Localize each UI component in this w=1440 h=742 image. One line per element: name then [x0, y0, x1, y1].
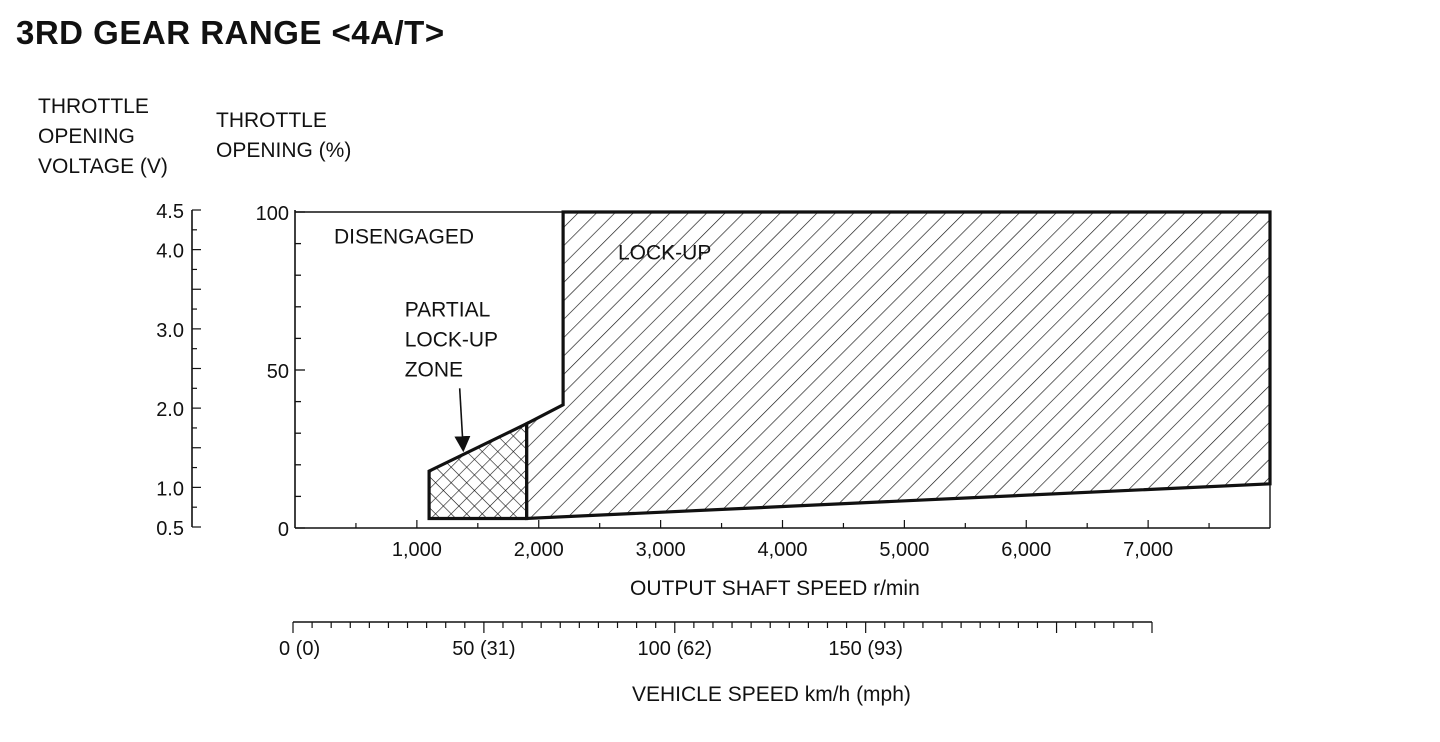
chart-title: 3RD GEAR RANGE <4A/T>	[16, 14, 445, 51]
annotation-lock-up: LOCK-UP	[618, 241, 711, 264]
x-tick-label: 6,000	[1001, 539, 1051, 561]
annotation-arrow	[454, 388, 471, 453]
annotation-partial-lock-up-zone-line: PARTIAL	[405, 298, 491, 321]
x-axis-title: OUTPUT SHAFT SPEED r/min	[630, 577, 920, 600]
voltage-tick-label: 4.0	[156, 241, 184, 263]
vehicle-speed-tick-label: 0 (0)	[279, 638, 320, 660]
x-tick-label: 4,000	[757, 539, 807, 561]
annotation-lock-up-line: LOCK-UP	[618, 241, 711, 264]
annotation-partial-lock-up-zone-line: ZONE	[405, 358, 463, 381]
voltage-tick-label: 1.0	[156, 478, 184, 500]
vehicle-speed-axis: 0 (0) 50 (31) 100 (62) 150 (93)	[279, 621, 1153, 660]
voltage-axis-title-line-3: VOLTAGE (V)	[38, 155, 168, 178]
annotation-partial-lock-up-zone: PARTIAL LOCK-UP ZONE	[405, 298, 498, 453]
voltage-axis-title-line-2: OPENING	[38, 125, 135, 148]
region-partial-lock-up-zone	[427, 421, 529, 521]
voltage-tick-label: 0.5	[156, 518, 184, 540]
plot-area: 0 50 100 1,000 2,000 3,000 4,000 5,000 6,000 7,00…	[256, 203, 1272, 561]
annotation-disengaged: DISENGAGED	[334, 226, 474, 249]
voltage-tick-label: 3.0	[156, 320, 184, 342]
y-tick-label: 100	[256, 203, 289, 225]
x-tick-label: 2,000	[514, 539, 564, 561]
throttle-axis-title-line-2: OPENING (%)	[216, 139, 352, 162]
x-tick-label: 3,000	[636, 539, 686, 561]
voltage-axis-title: THROTTLE OPENING VOLTAGE (V)	[38, 92, 168, 182]
voltage-axis-title-line-1: THROTTLE	[38, 95, 149, 118]
throttle-axis-title: THROTTLE OPENING (%)	[216, 106, 351, 166]
x-tick-label: 5,000	[879, 539, 929, 561]
y-tick-label: 50	[267, 361, 289, 383]
voltage-tick-label: 4.5	[156, 201, 184, 223]
vehicle-speed-tick-label: 50 (31)	[452, 638, 515, 660]
voltage-axis: 0.5 1.0 2.0 3.0 4.0 4.5	[156, 201, 201, 540]
throttle-axis-title-line-1: THROTTLE	[216, 109, 327, 132]
vehicle-speed-tick-label: 100 (62)	[638, 638, 713, 660]
y-tick-label: 0	[278, 519, 289, 541]
vehicle-speed-axis-title: VEHICLE SPEED km/h (mph)	[632, 683, 911, 706]
x-tick-label: 7,000	[1123, 539, 1173, 561]
vehicle-speed-tick-label: 150 (93)	[828, 638, 903, 660]
x-tick-label: 1,000	[392, 539, 442, 561]
annotation-disengaged-line: DISENGAGED	[334, 226, 474, 249]
voltage-tick-label: 2.0	[156, 399, 184, 421]
annotation-partial-lock-up-zone-line: LOCK-UP	[405, 328, 498, 351]
